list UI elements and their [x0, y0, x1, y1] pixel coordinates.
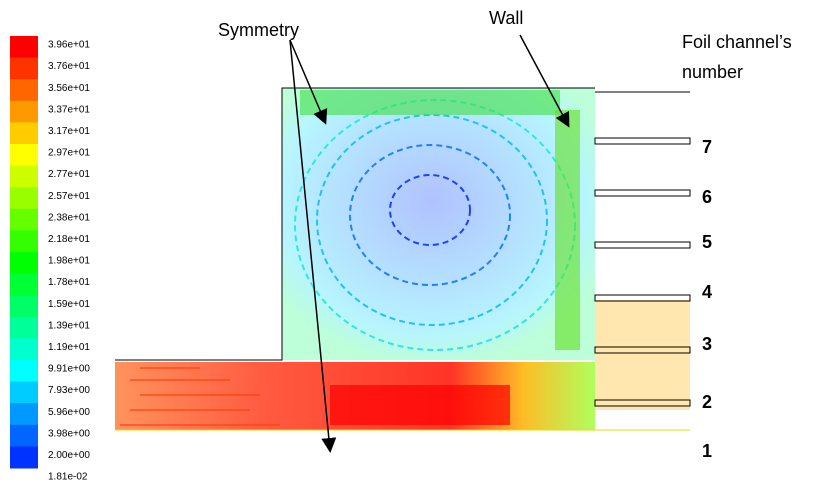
- colorbar-swatch: [10, 403, 38, 426]
- colorbar-label: 1.19e+01: [48, 342, 90, 353]
- geometry: [115, 87, 691, 431]
- foil-title: number: [682, 62, 743, 82]
- colorbar-swatch: [10, 208, 38, 231]
- colorbar-label: 2.00e+00: [48, 450, 90, 461]
- colorbar-label: 2.38e+01: [48, 212, 90, 223]
- colorbar-swatch: [10, 230, 38, 253]
- colorbar-label: 1.98e+01: [48, 256, 90, 267]
- colorbar-swatch: [10, 187, 38, 210]
- colorbar-label: 2.18e+01: [48, 234, 90, 245]
- colorbar-label: 3.98e+00: [48, 428, 90, 439]
- colorbar-swatch: [10, 144, 38, 167]
- colorbar-label: 3.96e+01: [48, 40, 90, 51]
- channel-number: 1: [702, 441, 712, 461]
- colorbar-label: 2.77e+01: [48, 169, 90, 180]
- channel-number: 2: [702, 392, 712, 412]
- colorbar-label: 9.91e+00: [48, 364, 90, 375]
- vortex-region: [282, 88, 595, 360]
- channel-numbers: 7 6 5 4 3 2 1: [702, 137, 712, 461]
- colorbar: 3.96e+01 3.76e+01 3.56e+01 3.37e+01 3.17e+01…: [10, 36, 90, 483]
- colorbar-label: 2.57e+01: [48, 191, 90, 202]
- inlet-arrows: [120, 367, 280, 426]
- jet-core: [330, 385, 510, 425]
- colorbar-label: 1.78e+01: [48, 277, 90, 288]
- colorbar-swatch: [10, 360, 38, 383]
- channel-number: 7: [702, 137, 712, 157]
- colorbar-swatch: [10, 100, 38, 123]
- channel-number: 5: [702, 232, 712, 252]
- colorbar-label: 1.59e+01: [48, 299, 90, 310]
- colorbar-swatch: [10, 338, 38, 361]
- colorbar-label: 3.56e+01: [48, 83, 90, 94]
- pointers: [289, 34, 570, 453]
- colorbar-swatch: [10, 57, 38, 80]
- colorbar-label: 3.37e+01: [48, 104, 90, 115]
- colorbar-swatch: [10, 316, 38, 339]
- colorbar-swatch: [10, 165, 38, 188]
- outlet-flow: [595, 300, 690, 410]
- channel-number: 3: [702, 334, 712, 354]
- colorbar-label: 3.17e+01: [48, 126, 90, 137]
- colorbar-label: 2.97e+01: [48, 148, 90, 159]
- colorbar-swatch: [10, 446, 38, 469]
- colorbar-swatch: [10, 381, 38, 404]
- colorbar-label: 1.81e-02: [48, 472, 88, 483]
- colorbar-swatch: [10, 295, 38, 318]
- flow-field: [115, 88, 690, 430]
- colorbar-label: 1.39e+01: [48, 320, 90, 331]
- symmetry-label: Symmetry: [218, 20, 299, 40]
- colorbar-label: 5.96e+00: [48, 407, 90, 418]
- top-band: [300, 90, 560, 115]
- colorbar-swatch: [10, 79, 38, 102]
- colorbar-label: 3.76e+01: [48, 61, 90, 72]
- colorbar-swatch: [10, 273, 38, 296]
- channel-number: 4: [702, 282, 712, 302]
- wall-label: Wall: [489, 8, 523, 28]
- colorbar-swatch: [10, 122, 38, 145]
- wall-band: [555, 110, 580, 350]
- colorbar-swatch: [10, 424, 38, 447]
- colorbar-label: 7.93e+00: [48, 385, 90, 396]
- colorbar-swatch: [10, 252, 38, 275]
- channel-number: 6: [702, 187, 712, 207]
- colorbar-swatch: [10, 36, 38, 59]
- foil-title: Foil channel’s: [682, 32, 792, 52]
